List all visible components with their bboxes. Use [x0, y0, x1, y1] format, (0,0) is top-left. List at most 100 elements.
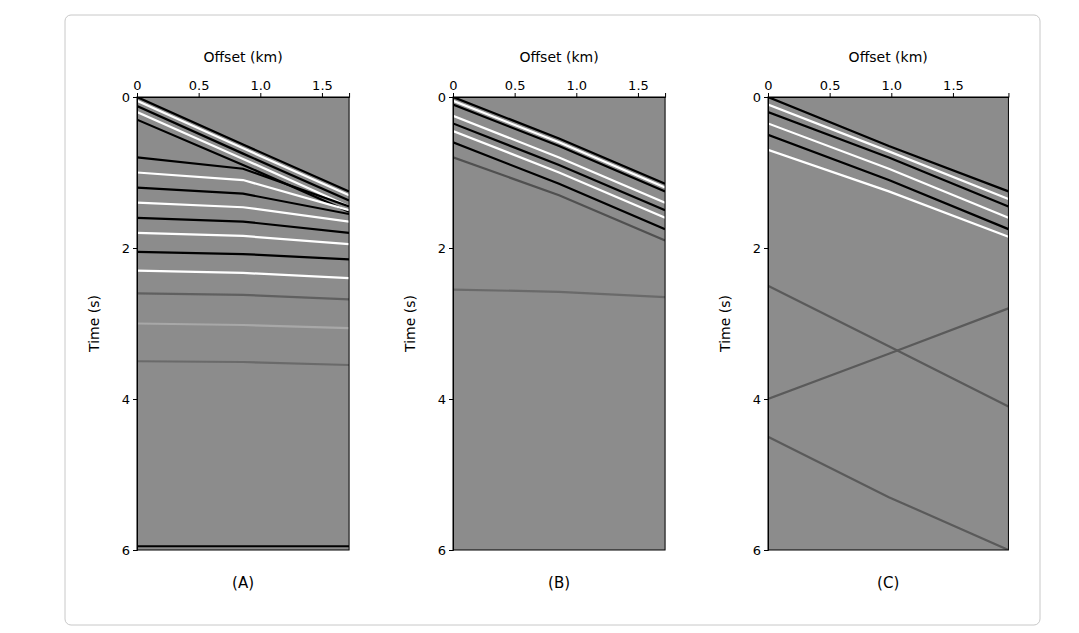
- x-tick-mark: [515, 93, 516, 97]
- x-tick-mark: [576, 93, 577, 97]
- x-axis-line: [454, 93, 666, 98]
- event-line: [768, 135, 1008, 229]
- x-tick-mark: [137, 93, 138, 97]
- y-tick-label: 0: [122, 90, 130, 105]
- x-tick: 0.5: [820, 78, 841, 97]
- y-axis: 0246: [122, 90, 138, 558]
- plot-background: [768, 97, 1008, 550]
- y-tick-label: 2: [753, 241, 761, 256]
- plot-frame: [137, 97, 349, 550]
- x-axis: 00.51.01.5: [764, 78, 1009, 98]
- plot-background: [453, 97, 665, 550]
- event-line: [137, 252, 349, 260]
- y-tick-mark: [133, 248, 137, 249]
- x-tick: 1.0: [250, 78, 271, 97]
- x-tick-label: 0: [133, 78, 141, 93]
- y-axis-line: [764, 98, 769, 551]
- x-tick-mark: [891, 93, 892, 97]
- x-tick-label: 0: [449, 78, 457, 93]
- x-tick-label: 1.5: [312, 78, 333, 93]
- x-tick-mark: [260, 93, 261, 97]
- event-line: [137, 157, 349, 206]
- x-tick-mark: [199, 93, 200, 97]
- y-tick: 2: [122, 241, 137, 256]
- panel: 00.51.01.50246Offset (km)Time (s)(B): [402, 49, 666, 592]
- y-tick-mark: [449, 97, 453, 98]
- y-tick-mark: [764, 399, 768, 400]
- event-line: [453, 142, 665, 229]
- x-tick-label: 1.5: [628, 78, 649, 93]
- events: [453, 97, 665, 297]
- event-line: [137, 293, 349, 299]
- y-axis-title: Time (s): [402, 295, 418, 353]
- events: [768, 97, 1008, 550]
- x-tick-label: 0.5: [505, 78, 526, 93]
- y-axis-line: [449, 98, 454, 551]
- y-tick-label: 4: [753, 392, 761, 407]
- y-axis-line: [133, 98, 138, 551]
- plot-frame: [453, 97, 665, 550]
- panel: 00.51.01.50246Offset (km)Time (s)(A): [86, 49, 350, 592]
- event-line: [453, 97, 665, 184]
- y-tick: 0: [438, 90, 453, 105]
- x-axis: 0 0.5 1.0 1.5: [449, 78, 665, 98]
- event-line: [768, 150, 1008, 237]
- y-tick-mark: [133, 550, 137, 551]
- x-axis-line: [138, 93, 350, 98]
- y-tick-label: 6: [753, 543, 761, 558]
- y-tick-label: 6: [438, 543, 446, 558]
- event-line: [137, 271, 349, 279]
- x-tick: 0: [133, 78, 141, 97]
- y-tick-mark: [133, 399, 137, 400]
- event-line: [137, 120, 349, 212]
- event-line: [137, 112, 349, 206]
- x-tick: 1.5: [312, 78, 333, 97]
- y-tick: 6: [753, 543, 768, 558]
- event-line: [137, 545, 349, 547]
- event-line: [453, 131, 665, 218]
- x-tick-label: 1.0: [250, 78, 271, 93]
- y-tick-mark: [764, 97, 768, 98]
- x-tick-label: 1.0: [881, 78, 902, 93]
- x-axis-line: [769, 93, 1009, 98]
- event-line: [768, 97, 1008, 191]
- outer-frame: [65, 15, 1040, 625]
- y-tick-mark: [449, 399, 453, 400]
- x-tick-mark: [638, 93, 639, 97]
- x-tick-label: 0: [764, 78, 772, 93]
- event-line: [768, 286, 1008, 407]
- y-axis: 0246: [438, 90, 454, 558]
- event-line: [137, 218, 349, 233]
- y-tick-label: 0: [438, 90, 446, 105]
- x-tick: 0: [449, 78, 457, 97]
- y-axis-title: Time (s): [86, 295, 102, 353]
- y-tick: 2: [753, 241, 768, 256]
- x-axis-title: Offset (km): [519, 49, 598, 65]
- event-line: [137, 324, 349, 329]
- event-line: [137, 106, 349, 200]
- panel-caption: (A): [232, 574, 254, 592]
- x-tick-label: 1.0: [566, 78, 587, 93]
- x-tick: 0: [764, 78, 772, 97]
- y-tick-mark: [764, 550, 768, 551]
- y-axis-title: Time (s): [717, 295, 733, 353]
- event-line: [768, 105, 1008, 199]
- y-tick-label: 0: [753, 90, 761, 105]
- event-line: [453, 123, 665, 210]
- x-tick: 1.0: [566, 78, 587, 97]
- y-tick-label: 2: [122, 241, 130, 256]
- event-line: [768, 308, 1008, 399]
- panel: 00.51.01.50246Offset (km)Time (s)(C): [717, 49, 1009, 592]
- x-tick-mark: [768, 93, 769, 97]
- y-tick-label: 2: [438, 241, 446, 256]
- y-tick-mark: [764, 248, 768, 249]
- x-tick-mark: [453, 93, 454, 97]
- x-axis-title: Offset (km): [849, 49, 928, 65]
- y-tick-mark: [133, 97, 137, 98]
- y-tick: 0: [753, 90, 768, 105]
- y-tick-mark: [449, 248, 453, 249]
- event-line: [137, 97, 349, 191]
- event-line: [768, 437, 1008, 550]
- x-tick: 1.5: [628, 78, 649, 97]
- event-line: [137, 233, 349, 244]
